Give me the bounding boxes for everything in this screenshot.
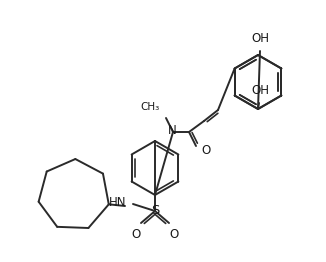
Text: O: O xyxy=(131,228,141,241)
Text: HN: HN xyxy=(109,195,126,209)
Text: OH: OH xyxy=(251,84,269,97)
Text: S: S xyxy=(151,205,159,217)
Text: OH: OH xyxy=(251,32,269,45)
Text: O: O xyxy=(201,144,210,156)
Text: CH₃: CH₃ xyxy=(141,102,160,112)
Text: O: O xyxy=(170,228,179,241)
Text: N: N xyxy=(168,124,176,138)
